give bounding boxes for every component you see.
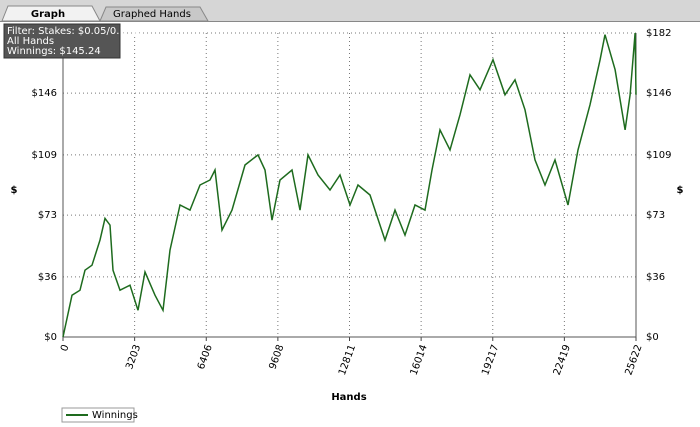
y-tick-label: $146 [32, 88, 57, 99]
x-tick-label: 19217 [480, 343, 501, 377]
x-tick-label: 0 [59, 343, 72, 353]
x-tick-label: 6406 [196, 343, 215, 371]
y-axis-label: $ [11, 185, 18, 196]
tab-label: Graph [31, 9, 65, 20]
x-tick-label: 25622 [623, 343, 644, 377]
y2-tick-label: $146 [646, 88, 671, 99]
filter-text: Filter: Stakes: $0.05/0.1 NL [7, 26, 142, 37]
series-line [62, 32, 637, 338]
y2-tick-label: $109 [646, 150, 671, 161]
x-tick-label: 16014 [409, 343, 430, 377]
legend-label: Winnings [92, 410, 138, 421]
y-tick-label: $109 [32, 150, 57, 161]
y-tick-label: $73 [38, 210, 57, 221]
filter-text: All Hands [7, 36, 54, 47]
x-tick-label: 3203 [124, 343, 143, 371]
y-tick-label: $0 [44, 332, 57, 343]
x-axis-label: Hands [331, 392, 366, 403]
x-tick-label: 9608 [267, 343, 286, 371]
legend [61, 407, 135, 423]
x-tick-label: 12811 [337, 343, 358, 377]
x-tick-label: 22419 [552, 343, 573, 377]
y2-tick-label: $0 [646, 332, 659, 343]
y2-tick-label: $36 [646, 272, 665, 283]
y2-tick-label: $182 [646, 28, 671, 39]
tab-label: Graphed Hands [113, 9, 191, 20]
y-tick-label: $36 [38, 272, 57, 283]
plot-area: $0$0$36$36$73$73$109$109$146$146$182$182… [32, 28, 672, 377]
y2-tick-label: $73 [646, 210, 665, 221]
y2-axis-label: $ [677, 185, 684, 196]
filter-text: Winnings: $145.24 [7, 46, 101, 57]
filter-box [3, 23, 121, 59]
